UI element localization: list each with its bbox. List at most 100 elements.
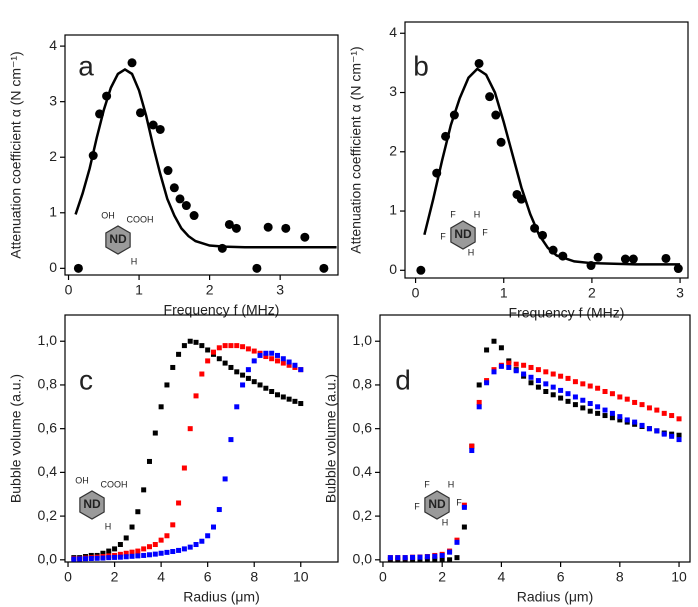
data-point [181,465,187,471]
data-point [231,223,241,233]
data-point [135,108,145,118]
data-point [416,265,426,275]
data-point [602,389,608,395]
data-point [123,550,129,556]
data-point [100,550,106,556]
data-point [286,359,292,365]
data-point [580,381,586,387]
data-point [558,387,564,393]
data-point [269,350,275,356]
data-point [193,393,199,399]
data-point [454,555,460,561]
data-point [609,391,615,397]
y-tick-label: 0,4 [38,463,58,479]
data-point [620,254,630,264]
data-point [535,367,541,373]
data-point [187,426,193,432]
x-axis-label: Frequency f (MHz) [164,302,280,318]
plot-frame [64,314,339,563]
data-point [170,364,176,370]
data-point [222,343,228,349]
data-point [193,339,199,345]
data-point [292,362,298,368]
data-point [129,553,135,559]
x-tick-label: 0 [412,285,420,301]
data-point [187,544,193,550]
data-point [558,395,564,401]
data-point [498,363,504,369]
molecule-icon [424,490,450,520]
data-point [135,553,141,559]
data-point [669,433,675,439]
x-tick-label: 0 [64,569,72,585]
data-point [513,368,519,374]
data-point [88,556,94,562]
data-point [152,430,158,436]
data-point [240,382,246,388]
data-point [252,263,262,273]
data-point [163,166,173,176]
data-point [281,223,291,233]
molecule-label: H [105,521,112,531]
data-point [609,415,615,421]
data-point [632,419,638,425]
data-point [580,397,586,403]
data-point [181,546,187,552]
data-point [257,352,263,358]
molecule-label: OH [101,210,115,220]
data-point [71,556,77,562]
data-point [669,413,675,419]
data-point [535,384,541,390]
data-point [164,533,170,539]
y-tick-label: 0,0 [353,551,373,567]
data-point [274,392,280,398]
data-point [595,410,601,416]
data-point [199,371,205,377]
molecule-label: COOH [101,479,128,489]
data-point [646,405,652,411]
molecule-label: ND [454,227,472,241]
data-point [181,201,191,211]
data-point [491,369,497,375]
data-point [199,538,205,544]
data-point [251,379,257,385]
data-point [292,398,298,404]
data-point [146,544,152,550]
data-point [205,347,211,353]
data-point [129,549,135,555]
data-point [175,194,185,204]
panel-label: c [79,364,93,395]
data-point [117,542,123,548]
data-point [595,404,601,410]
data-point [565,398,571,404]
data-point [164,382,170,388]
data-point [146,458,152,464]
data-point [513,361,519,367]
data-point [274,352,280,358]
data-point [587,408,593,414]
data-point [141,487,147,493]
data-point [673,264,683,274]
data-point [491,110,501,120]
panel: 0 2 4 6 8 10 0,0 0,2 0,4 0,6 0,8 1,0 Radius (μm) Bubb… [8,314,339,605]
data-point [94,555,100,561]
data-point [210,349,216,355]
data-point [216,356,222,362]
molecule-label: F [450,209,456,219]
data-point [550,384,556,390]
data-point [580,405,586,411]
panel: 0 2 4 6 8 10 0,0 0,2 0,4 0,6 0,8 1,0 Radius (μm) Bubb… [323,314,691,605]
data-point [100,555,106,561]
data-point [298,367,304,373]
data-point [77,556,83,562]
data-point [269,389,275,395]
data-point [216,507,222,513]
data-point [654,428,660,434]
data-point [661,253,671,263]
y-tick-label: 0,4 [353,463,373,479]
plot-frame [379,314,691,563]
molecule-label: H [448,479,455,489]
data-point [624,396,630,402]
y-tick-label: 0,2 [38,507,58,523]
